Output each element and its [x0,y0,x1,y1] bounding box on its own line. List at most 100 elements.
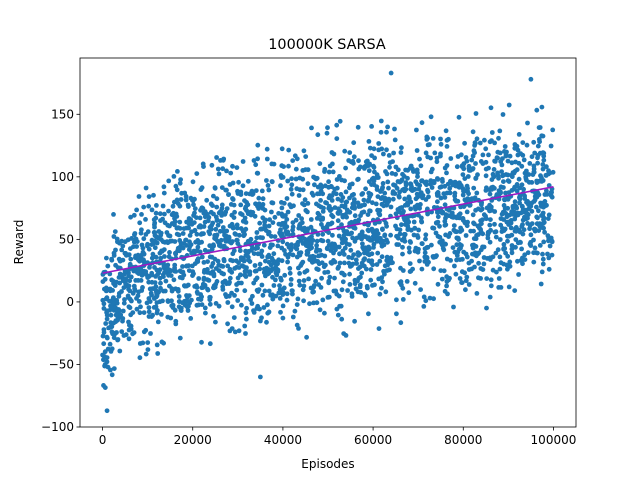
data-point [211,313,216,319]
data-point [379,285,384,291]
data-point [364,266,369,272]
data-point [380,238,386,244]
data-point [394,185,400,191]
data-point [218,219,224,224]
data-point [270,266,275,272]
data-point [191,202,196,208]
data-point [199,254,205,260]
data-point [348,247,354,253]
data-point [335,218,341,224]
data-point [177,248,182,254]
data-point [204,197,210,203]
data-point [549,252,555,258]
data-point [175,201,181,207]
data-point [143,327,149,333]
data-point [149,279,155,285]
data-point [211,242,216,248]
x-axis-ticks: 0 20000 40000 60000 80000 100000 [99,427,576,447]
data-point [522,257,528,262]
data-point [359,203,365,208]
data-point [469,266,474,272]
data-point [111,320,116,326]
data-point [225,263,231,269]
data-point [382,190,388,196]
data-point [519,182,525,188]
data-point [438,268,444,273]
data-point [349,181,355,187]
data-point [151,286,157,291]
data-point [150,251,156,257]
data-point [522,214,527,220]
data-point [370,262,376,268]
data-point [365,212,371,218]
data-point [455,154,461,159]
data-point [262,288,268,294]
data-point [379,254,385,260]
data-point [232,266,238,271]
data-point [284,291,290,297]
data-point [421,304,427,309]
data-point [542,199,548,204]
data-point [540,251,545,257]
data-point [347,185,352,191]
data-point [417,258,422,264]
data-point [326,169,332,175]
data-point [339,222,344,228]
data-point [539,269,545,275]
data-point [167,250,172,255]
data-point [507,153,513,159]
data-point [437,223,442,229]
data-point [166,272,171,278]
data-point [400,171,405,177]
data-point [480,152,486,158]
data-point [299,216,304,222]
data-point [227,275,233,281]
data-point [249,246,255,251]
data-point [223,292,228,297]
data-point [243,331,248,336]
data-point [266,187,272,193]
data-point [513,225,519,230]
data-point [201,164,206,170]
data-point [498,159,504,165]
data-point [320,215,326,221]
data-point [308,217,314,222]
data-point [290,231,296,237]
data-point [342,260,347,266]
data-point [143,269,149,274]
data-point [380,185,385,190]
data-point [343,165,348,171]
data-point [134,270,140,275]
data-point [464,274,470,280]
data-point [514,167,520,173]
data-point [292,308,298,314]
data-point [433,230,439,236]
data-point [327,274,333,280]
data-point [514,188,520,194]
data-point [177,335,183,341]
data-point [279,205,285,211]
data-point [430,136,436,141]
data-point [409,184,414,190]
data-point [368,191,373,197]
data-point [152,222,157,228]
data-point [377,258,383,264]
data-point [388,257,394,263]
data-point [180,264,185,269]
data-point [178,177,184,183]
data-point [301,298,306,304]
data-point [374,175,380,181]
data-point [326,205,332,211]
data-point [501,179,506,185]
data-point [303,208,309,213]
data-point [302,197,308,203]
data-point [120,243,126,249]
data-point [161,184,167,190]
data-point [544,192,550,197]
data-point [400,244,405,250]
data-point [258,235,263,240]
data-point [145,275,151,280]
data-point [431,205,437,210]
data-point [425,189,431,195]
data-point [154,203,159,208]
